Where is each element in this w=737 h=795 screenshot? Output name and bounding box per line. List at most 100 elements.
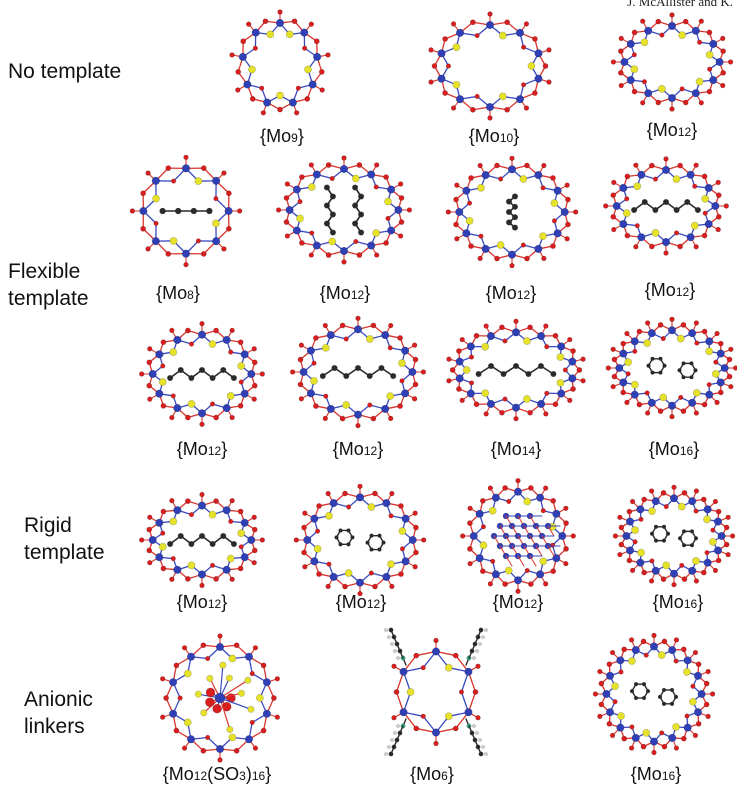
sulfur-atom <box>689 697 697 706</box>
structure-diagram <box>129 154 243 268</box>
structure-diagram <box>229 9 331 116</box>
oxygen-atom <box>446 378 452 384</box>
oxygen-atom <box>552 401 559 408</box>
oxygen-atom <box>475 663 481 669</box>
molybdenum-atom <box>491 493 500 502</box>
sulfur-atom <box>690 221 699 230</box>
structure-diagram <box>159 633 281 763</box>
oxygen-atom <box>450 21 457 27</box>
oxygen-atom <box>316 571 322 577</box>
formula-label: {Mo12} <box>644 280 696 300</box>
molybdenum-atom <box>312 170 321 179</box>
oxygen-atom <box>692 183 698 189</box>
oxygen-atom <box>308 21 315 27</box>
molybdenum-atom <box>667 21 677 31</box>
oxygen-atom <box>618 524 625 531</box>
molybdenum-atom <box>622 531 631 541</box>
molybdenum-atom <box>303 535 312 545</box>
oxygen-atom <box>229 497 235 504</box>
sulfur-atom <box>248 65 256 74</box>
sulfur-atom <box>556 379 565 387</box>
oxygen-atom <box>723 524 730 531</box>
oxygen-atom <box>618 541 625 548</box>
oxygen-atom <box>684 713 690 719</box>
oxygen-atom <box>160 363 166 369</box>
sulfur-atom <box>237 529 246 538</box>
oxygen-atom <box>592 691 599 697</box>
oxygen-atom <box>567 397 573 404</box>
carbon-atom <box>220 532 227 540</box>
oxygen-atom <box>660 489 667 496</box>
molybdenum-atom <box>292 226 301 235</box>
molybdenum-atom <box>716 349 725 358</box>
oxygen-atom <box>611 373 618 380</box>
sulfur-atom <box>208 510 217 519</box>
oxygen-atom <box>389 583 395 590</box>
oxygen-atom <box>298 240 305 246</box>
carbon-atom <box>653 524 659 529</box>
molybdenum-atom <box>709 39 718 49</box>
oxygen-atom <box>679 86 685 92</box>
molybdenum-atom <box>243 80 252 89</box>
oxygen-atom <box>626 508 633 515</box>
oxygen-atom <box>617 551 623 558</box>
molybdenum-atom <box>644 26 653 35</box>
molybdenum-atom <box>431 728 441 737</box>
oxygen-atom <box>251 560 257 566</box>
sulfur-atom <box>255 694 264 702</box>
oxygen-atom <box>297 198 303 205</box>
oxygen-atom <box>147 514 153 520</box>
oxygen-atom <box>720 35 726 42</box>
oxygen-atom <box>446 356 452 362</box>
oxygen-atom <box>483 323 489 329</box>
oxygen-atom <box>680 321 687 328</box>
oxygen-atom <box>639 18 646 24</box>
oxygen-atom <box>694 340 700 346</box>
molybdenum-atom <box>475 554 484 563</box>
molybdenum-atom <box>475 509 484 518</box>
oxygen-atom <box>617 69 624 76</box>
oxygen-atom <box>229 576 235 583</box>
molybdenum-atom <box>485 20 495 30</box>
molybdenum-atom <box>619 378 628 387</box>
hydrogen-atom <box>387 745 391 749</box>
oxygen-atom <box>251 514 257 520</box>
oxygen-atom <box>325 52 331 58</box>
oxygen-atom <box>367 402 373 408</box>
oxygen-atom <box>467 505 473 512</box>
oxygen-atom <box>610 213 617 220</box>
formula-label: {Mo16} <box>652 592 704 612</box>
molybdenum-atom <box>224 206 233 216</box>
sulfur-atom <box>276 91 284 100</box>
oxygen-atom <box>213 327 220 334</box>
oxygen-atom <box>550 243 556 249</box>
oxygen-atom <box>725 551 731 558</box>
oxygen-atom <box>660 335 666 342</box>
oxygen-atom <box>245 21 252 27</box>
oxygen-atom <box>301 524 307 531</box>
oxygen-atom <box>413 652 420 659</box>
molybdenum-atom <box>155 389 164 398</box>
oxygen-atom <box>199 582 205 589</box>
oxygen-atom <box>165 165 172 172</box>
oxygen-atom <box>567 336 573 343</box>
oxygen-atom <box>325 583 331 590</box>
oxygen-atom <box>291 18 298 25</box>
oxygen-atom <box>618 669 624 675</box>
molybdenum-atom <box>181 249 191 258</box>
sulfur-atom <box>648 507 656 515</box>
oxygen-atom <box>237 339 244 346</box>
sulfur-atom <box>523 395 531 403</box>
molybdenum-atom <box>222 403 231 413</box>
molybdenum-atom <box>329 498 338 508</box>
molybdenum-atom <box>515 28 525 37</box>
carbon-atom <box>338 528 343 533</box>
formula-label: {Mo12} <box>319 283 371 303</box>
oxygen-atom <box>387 322 394 329</box>
sulfur-atom <box>550 199 559 208</box>
oxygen-atom <box>720 82 726 89</box>
formula-label: {Mo6} <box>410 764 454 784</box>
hydrogen-atom <box>472 656 476 660</box>
sulfur-atom <box>642 728 651 737</box>
oxygen-atom <box>700 569 707 576</box>
